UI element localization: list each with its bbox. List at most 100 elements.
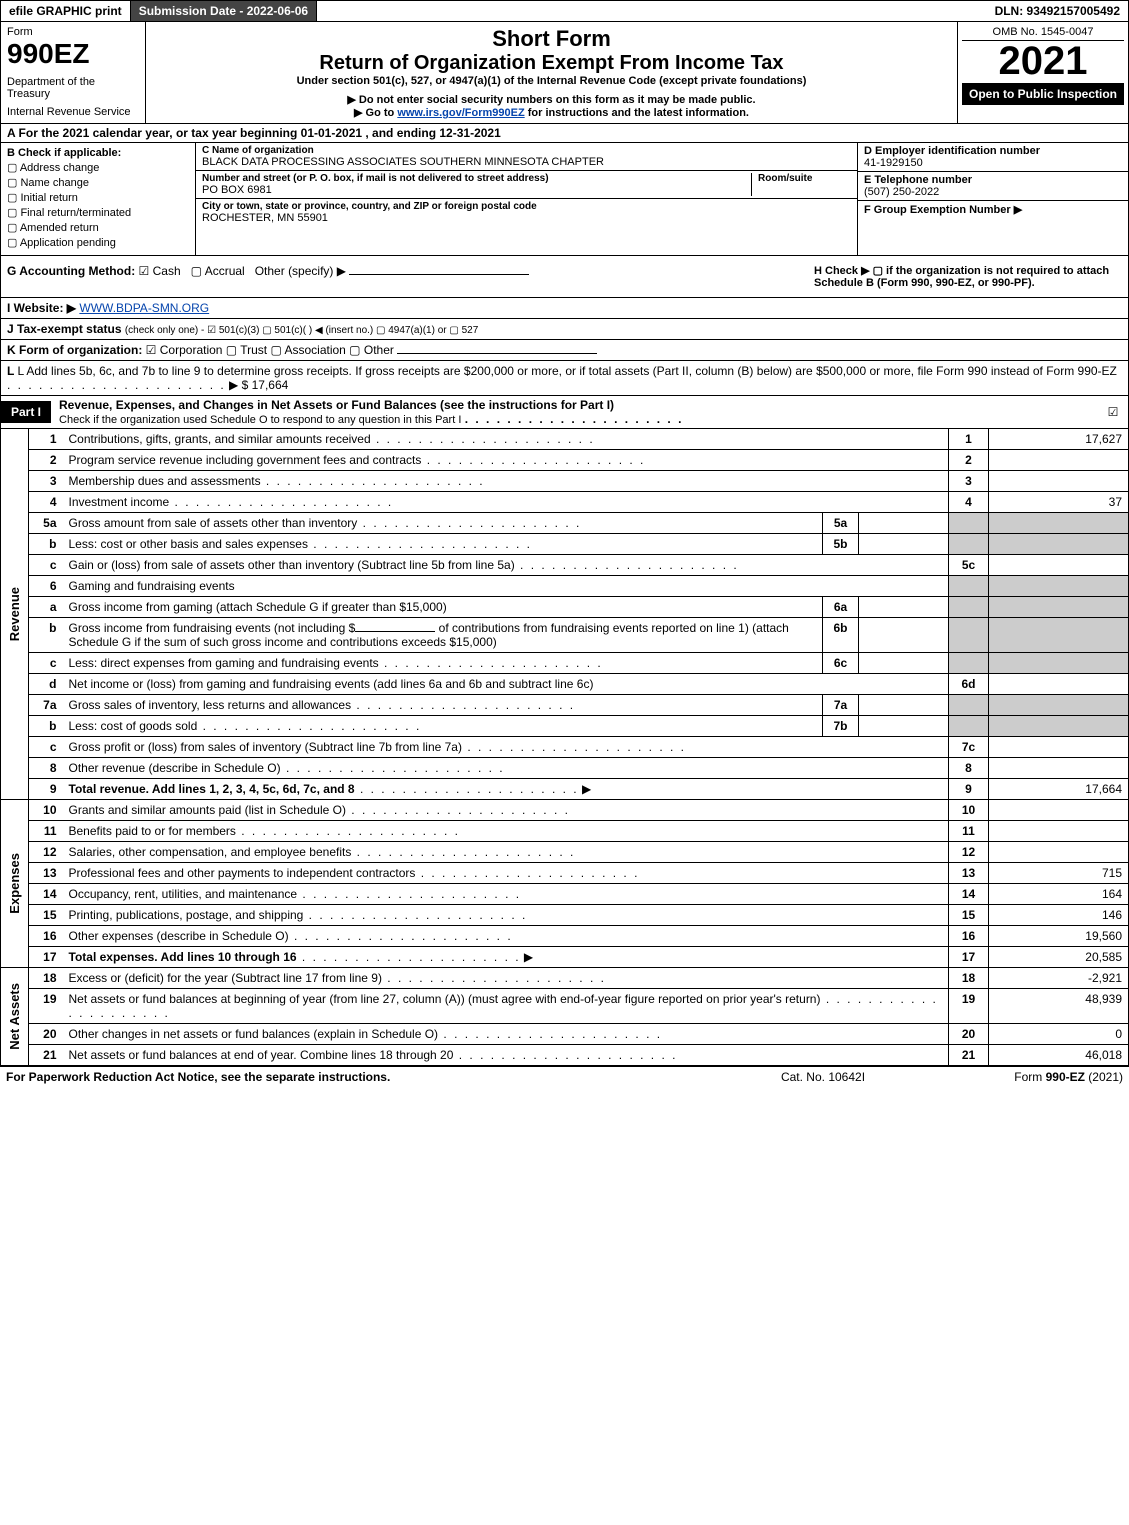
c-street-label: Number and street (or P. O. box, if mail… <box>202 173 751 184</box>
chk-name-change[interactable]: Name change <box>7 176 189 189</box>
goto-link[interactable]: www.irs.gov/Form990EZ <box>397 107 524 119</box>
j-text: (check only one) - ☑ 501(c)(3) ▢ 501(c)(… <box>125 325 478 336</box>
l15-desc: Printing, publications, postage, and shi… <box>69 908 304 922</box>
irs-label: Internal Revenue Service <box>7 106 139 118</box>
k-text: ☑ Corporation ▢ Trust ▢ Association ▢ Ot… <box>146 343 394 357</box>
block-bcdef: B Check if applicable: Address change Na… <box>0 143 1129 256</box>
l6a-num: a <box>29 597 63 618</box>
h-text: H Check ▶ ▢ if the organization is not r… <box>814 265 1109 289</box>
l9-num: 9 <box>29 779 63 800</box>
g-accrual[interactable]: Accrual <box>191 264 245 278</box>
l2-desc: Program service revenue including govern… <box>69 453 422 467</box>
l5b-val <box>859 534 949 555</box>
l8-amount <box>989 758 1129 779</box>
do-not-enter: ▶ Do not enter social security numbers o… <box>154 93 949 106</box>
l17-desc: Total expenses. Add lines 10 through 16 <box>69 950 297 964</box>
l20-amount: 0 <box>989 1024 1129 1045</box>
g-other-blank[interactable] <box>349 274 529 275</box>
row-l: L L Add lines 5b, 6c, and 7b to line 9 t… <box>0 361 1129 396</box>
chk-amended-return[interactable]: Amended return <box>7 221 189 234</box>
l17-amount: 20,585 <box>989 947 1129 968</box>
l6c-desc: Less: direct expenses from gaming and fu… <box>69 656 379 670</box>
l19-desc: Net assets or fund balances at beginning… <box>69 992 821 1006</box>
row-h: H Check ▶ ▢ if the organization is not r… <box>808 256 1128 297</box>
l-amount-prefix: ▶ $ <box>229 378 252 392</box>
chk-address-change[interactable]: Address change <box>7 161 189 174</box>
l5c-amount <box>989 555 1129 576</box>
l8-num: 8 <box>29 758 63 779</box>
submission-date: Submission Date - 2022-06-06 <box>131 1 317 21</box>
website-link[interactable]: WWW.BDPA-SMN.ORG <box>79 301 209 315</box>
l5c-num: c <box>29 555 63 576</box>
page-footer: For Paperwork Reduction Act Notice, see … <box>0 1066 1129 1087</box>
l6a-box: 6a <box>823 597 859 618</box>
l20-key: 20 <box>949 1024 989 1045</box>
l12-key: 12 <box>949 842 989 863</box>
l16-desc: Other expenses (describe in Schedule O) <box>69 929 289 943</box>
l11-desc: Benefits paid to or for members <box>69 824 236 838</box>
header-left: Form 990EZ Department of the Treasury In… <box>1 22 146 123</box>
l11-num: 11 <box>29 821 63 842</box>
l6c-val <box>859 653 949 674</box>
l6b-val <box>859 618 949 653</box>
header-right: OMB No. 1545-0047 2021 Open to Public In… <box>958 22 1128 123</box>
lines-table: Revenue 1 Contributions, gifts, grants, … <box>0 429 1129 1066</box>
g-cash[interactable]: Cash <box>139 264 181 278</box>
row-gh: G Accounting Method: Cash Accrual Other … <box>0 256 1129 298</box>
l5c-key: 5c <box>949 555 989 576</box>
l3-desc: Membership dues and assessments <box>69 474 261 488</box>
l10-key: 10 <box>949 800 989 821</box>
l21-desc: Net assets or fund balances at end of ye… <box>69 1048 454 1062</box>
expenses-side-label: Expenses <box>7 853 22 914</box>
l7b-val <box>859 716 949 737</box>
chk-final-return[interactable]: Final return/terminated <box>7 206 189 219</box>
c-room-label: Room/suite <box>758 173 851 184</box>
ein-value: 41-1929150 <box>864 157 1122 169</box>
l3-amount <box>989 471 1129 492</box>
l5a-box: 5a <box>823 513 859 534</box>
k-other-blank[interactable] <box>397 353 597 354</box>
l14-key: 14 <box>949 884 989 905</box>
l6-num: 6 <box>29 576 63 597</box>
l16-num: 16 <box>29 926 63 947</box>
l6c-num: c <box>29 653 63 674</box>
l10-num: 10 <box>29 800 63 821</box>
l20-num: 20 <box>29 1024 63 1045</box>
footer-mid: Cat. No. 10642I <box>723 1070 923 1084</box>
l8-key: 8 <box>949 758 989 779</box>
l8-desc: Other revenue (describe in Schedule O) <box>69 761 281 775</box>
l6d-num: d <box>29 674 63 695</box>
l21-key: 21 <box>949 1045 989 1066</box>
row-j: J Tax-exempt status (check only one) - ☑… <box>0 319 1129 340</box>
l10-desc: Grants and similar amounts paid (list in… <box>69 803 346 817</box>
chk-initial-return[interactable]: Initial return <box>7 191 189 204</box>
l1-key: 1 <box>949 429 989 450</box>
l7a-box: 7a <box>823 695 859 716</box>
l13-desc: Professional fees and other payments to … <box>69 866 416 880</box>
l5b-desc: Less: cost or other basis and sales expe… <box>69 537 308 551</box>
l7c-desc: Gross profit or (loss) from sales of inv… <box>69 740 462 754</box>
part1-check[interactable]: ☑ <box>1098 405 1128 419</box>
tax-year: 2021 <box>962 41 1124 81</box>
department-label: Department of the Treasury <box>7 76 139 100</box>
l6b-blank[interactable] <box>355 631 435 632</box>
l6a-desc: Gross income from gaming (attach Schedul… <box>69 600 447 614</box>
l18-desc: Excess or (deficit) for the year (Subtra… <box>69 971 382 985</box>
part1-header: Part I Revenue, Expenses, and Changes in… <box>0 396 1129 429</box>
chk-application-pending[interactable]: Application pending <box>7 236 189 249</box>
g-other[interactable]: Other (specify) ▶ <box>255 264 346 278</box>
l4-amount: 37 <box>989 492 1129 513</box>
l6d-key: 6d <box>949 674 989 695</box>
block-def: D Employer identification number 41-1929… <box>858 143 1128 255</box>
j-label: J Tax-exempt status <box>7 322 122 336</box>
l10-amount <box>989 800 1129 821</box>
l7c-amount <box>989 737 1129 758</box>
form-label: Form <box>7 26 139 38</box>
l9-amount: 17,664 <box>989 779 1129 800</box>
l16-amount: 19,560 <box>989 926 1129 947</box>
l7a-desc: Gross sales of inventory, less returns a… <box>69 698 352 712</box>
l15-num: 15 <box>29 905 63 926</box>
l17-key: 17 <box>949 947 989 968</box>
efile-label[interactable]: efile GRAPHIC print <box>1 1 131 21</box>
footer-left: For Paperwork Reduction Act Notice, see … <box>6 1070 723 1084</box>
